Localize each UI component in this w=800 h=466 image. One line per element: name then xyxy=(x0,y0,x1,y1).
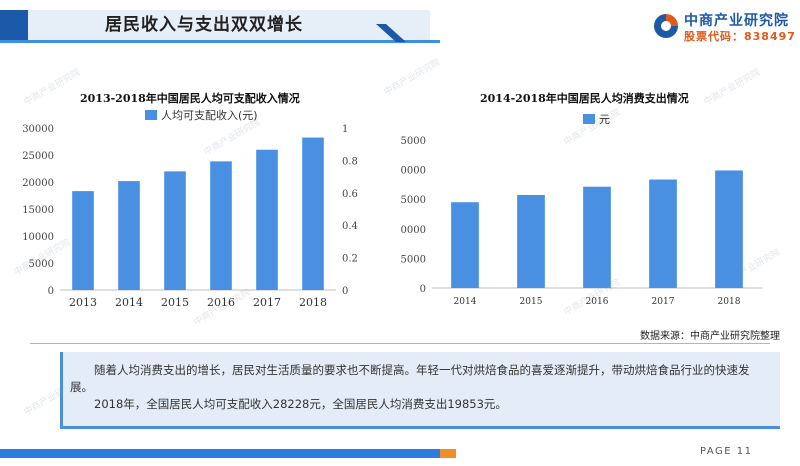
bar xyxy=(302,137,324,290)
header-accent-block xyxy=(0,10,28,40)
footer-accent xyxy=(440,449,456,458)
y-tick-label: 25000 xyxy=(400,136,426,147)
summary-box xyxy=(60,352,780,429)
bar xyxy=(164,171,186,290)
bar xyxy=(118,181,140,290)
legend-label: 人均可支配收入(元) xyxy=(161,108,258,122)
y2-tick-label: 0.8 xyxy=(342,156,358,167)
bar xyxy=(583,186,611,288)
y-tick-label: 5000 xyxy=(29,259,54,270)
x-tick-label: 2013 xyxy=(69,296,97,309)
y-tick-label: 30000 xyxy=(22,124,54,135)
y-tick-label: 10000 xyxy=(400,225,426,236)
x-tick-label: 2015 xyxy=(161,296,189,309)
bar xyxy=(210,161,232,290)
data-source: 数据来源：中商产业研究院整理 xyxy=(640,331,780,342)
chart-title-consumption: 2014-2018年中国居民人均消费支出情况 xyxy=(480,92,689,105)
y-tick-label: 10000 xyxy=(22,232,54,243)
bar xyxy=(451,202,479,288)
y-tick-label: 20000 xyxy=(400,166,426,177)
header-bar xyxy=(28,10,430,40)
bar xyxy=(72,191,94,290)
summary-paragraph-1: 随着人均消费支出的增长，居民对生活质量的要求也不断提高。年轻一代对烘焙食品的喜爱… xyxy=(70,363,750,394)
divider xyxy=(30,343,770,344)
y-tick-label: 20000 xyxy=(22,178,54,189)
bar xyxy=(256,149,278,290)
x-tick-label: 2014 xyxy=(454,297,477,307)
logo-name: 中商产业研究院 xyxy=(684,13,789,29)
x-tick-label: 2016 xyxy=(207,296,235,309)
header-arrow-icon xyxy=(376,24,406,42)
page-number: PAGE 11 xyxy=(700,446,753,457)
y2-tick-label: 0.6 xyxy=(342,189,358,200)
y-tick-label: 5000 xyxy=(401,254,426,265)
y2-tick-label: 1 xyxy=(342,124,348,135)
watermark-text: 中商产业研究院 xyxy=(382,57,443,98)
header-underline xyxy=(0,40,440,43)
x-tick-label: 2016 xyxy=(586,297,609,307)
stock-code: 股票代码：838497 xyxy=(684,30,796,43)
y2-tick-label: 0.2 xyxy=(342,254,358,265)
legend-swatch xyxy=(145,110,157,120)
y2-tick-label: 0 xyxy=(342,286,348,297)
footer-bar xyxy=(0,449,440,458)
y-tick-label: 15000 xyxy=(400,195,426,206)
y-tick-label: 25000 xyxy=(22,151,54,162)
logo-icon xyxy=(654,14,678,38)
x-tick-label: 2017 xyxy=(253,296,281,309)
x-tick-label: 2014 xyxy=(115,296,143,309)
legend-label: 元 xyxy=(599,113,610,126)
x-tick-label: 2017 xyxy=(652,297,675,307)
bar xyxy=(715,170,743,288)
page-title: 居民收入与支出双双增长 xyxy=(105,15,303,35)
y2-tick-label: 0.4 xyxy=(342,221,358,232)
x-tick-label: 2018 xyxy=(718,297,741,307)
summary-paragraph-2: 2018年，全国居民人均可支配收入28228元，全国居民人均消费支出19853元… xyxy=(94,397,507,411)
x-tick-label: 2015 xyxy=(520,297,543,307)
bar xyxy=(517,194,545,288)
y-tick-label: 0 xyxy=(420,284,426,295)
chart-title-income: 2013-2018年中国居民人均可支配收入情况 xyxy=(80,92,300,105)
y-tick-label: 0 xyxy=(48,286,54,297)
consumption-chart: 元 0 5000 10000 15000 20000 25000 2014 2015 2016 20… xyxy=(400,113,762,307)
legend-swatch xyxy=(583,114,595,124)
x-tick-label: 2018 xyxy=(299,296,327,309)
income-chart: 人均可支配收入(元) 0 5000 10000 15000 20000 25000 30000… xyxy=(22,108,358,309)
bar xyxy=(649,179,677,288)
y-tick-label: 15000 xyxy=(22,205,54,216)
